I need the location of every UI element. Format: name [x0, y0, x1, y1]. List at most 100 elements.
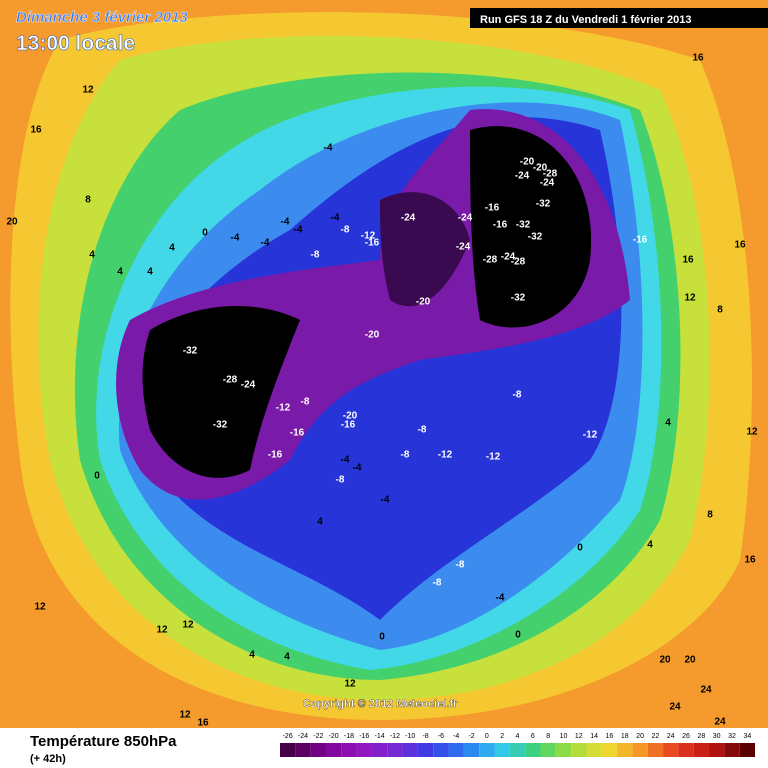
contour-label: -4 — [353, 463, 362, 474]
colorbar-label: -4 — [453, 733, 459, 740]
contour-label: -8 — [418, 425, 427, 436]
contour-label: -12 — [438, 450, 453, 461]
contour-label: 12 — [179, 710, 191, 721]
colorbar-swatch — [601, 743, 618, 757]
contour-label: 24 — [700, 685, 712, 696]
contour-label: -16 — [493, 220, 508, 231]
zone-core-2 — [470, 126, 592, 328]
colorbar-swatch — [387, 743, 403, 757]
colorbar-swatch — [310, 743, 326, 757]
colorbar-label: -2 — [468, 733, 474, 740]
colorbar-label: 0 — [485, 733, 489, 740]
contour-label: -32 — [536, 199, 551, 210]
contour-label: -4 — [381, 495, 390, 506]
contour-label: -32 — [516, 220, 531, 231]
colorbar-label: 14 — [590, 733, 598, 740]
copyright: Copyright © 2012 Meteociel.fr — [303, 698, 459, 710]
contour-label: -32 — [183, 346, 198, 357]
colorbar-label: 26 — [682, 733, 690, 740]
colorbar-label: 22 — [652, 733, 660, 740]
colorbar-swatch — [509, 743, 526, 757]
contour-label: 4 — [169, 243, 175, 254]
contour-label: -4 — [231, 233, 240, 244]
zone-core-3 — [380, 192, 470, 307]
contour-label: 8 — [85, 195, 91, 206]
contour-label: 4 — [249, 650, 255, 661]
contour-label: 4 — [317, 517, 323, 528]
contour-label: -4 — [324, 143, 333, 154]
colorbar-swatch — [647, 743, 664, 757]
contour-label: -16 — [268, 450, 283, 461]
contour-label: -16 — [290, 428, 305, 439]
colorbar-label: 24 — [667, 733, 675, 740]
contour-label: -4 — [496, 593, 505, 604]
contour-label: 4 — [147, 267, 153, 278]
colorbar-swatch — [433, 743, 449, 757]
contour-label: 20 — [6, 217, 18, 228]
contour-label: 12 — [344, 679, 356, 690]
contour-label: -16 — [365, 238, 380, 249]
contour-label: -12 — [361, 231, 376, 242]
colorbar-swatch — [371, 743, 388, 757]
contour-label: -12 — [583, 430, 598, 441]
contour-label: -4 — [341, 455, 350, 466]
contour-label: -12 — [486, 452, 501, 463]
contour-label: 24 — [669, 702, 681, 713]
colorbar-label: -26 — [283, 733, 293, 740]
contour-label: -8 — [513, 390, 522, 401]
colorbar-label: -22 — [313, 733, 323, 740]
contour-label: -8 — [301, 397, 310, 408]
contour-label: 0 — [577, 543, 583, 554]
contour-label: -32 — [213, 420, 228, 431]
colorbar-swatch — [402, 743, 418, 757]
contour-label: 0 — [202, 228, 208, 239]
colorbar-swatch — [417, 743, 434, 757]
time: 13:00 locale — [16, 32, 135, 55]
contour-label: -28 — [483, 255, 498, 266]
contour-label: -8 — [401, 450, 410, 461]
contour-label: 16 — [744, 555, 756, 566]
contour-label: -32 — [528, 232, 543, 243]
colorbar-swatch — [448, 743, 464, 757]
contour-label: -28 — [223, 375, 238, 386]
colorbar-label: -20 — [329, 733, 339, 740]
contour-label: 16 — [734, 240, 746, 251]
contour-label: -24 — [540, 178, 555, 189]
contour-label: 16 — [30, 125, 42, 136]
colorbar-label: 2 — [500, 733, 504, 740]
colorbar-label: -18 — [344, 733, 354, 740]
contour-label: -4 — [294, 225, 303, 236]
colorbar-swatch — [341, 743, 357, 757]
contour-label: -24 — [456, 242, 471, 253]
colorbar-swatch — [295, 743, 311, 757]
contour-label: 16 — [682, 255, 694, 266]
colorbar-swatch — [494, 743, 510, 757]
colorbar-label: 10 — [560, 733, 568, 740]
contour-label: -24 — [401, 213, 416, 224]
colorbar-label: 8 — [546, 733, 550, 740]
colorbar-label: 6 — [531, 733, 535, 740]
contour-label: 12 — [746, 427, 758, 438]
contour-label: 4 — [117, 267, 123, 278]
colorbar-swatch — [555, 743, 572, 757]
contour-label: 4 — [284, 652, 290, 663]
contour-label: -20 — [365, 330, 380, 341]
colorbar-label: -8 — [422, 733, 428, 740]
contour-label: 12 — [82, 85, 94, 96]
contour-label: -20 — [533, 163, 548, 174]
contour-label: -20 — [520, 157, 535, 168]
date: Dimanche 3 février 2013 — [16, 9, 188, 26]
run: Run GFS 18 Z du Vendredi 1 février 2013 — [480, 14, 692, 26]
colorbar-swatch — [540, 743, 556, 757]
contour-label: 4 — [647, 540, 653, 551]
colorbar-swatch — [617, 743, 633, 757]
contour-label: -16 — [485, 203, 500, 214]
contour-label: 0 — [379, 632, 385, 643]
contour-label: 4 — [89, 250, 95, 261]
colorbar-label: 4 — [516, 733, 520, 740]
contour-label: 12 — [684, 293, 696, 304]
colorbar-swatch — [356, 743, 372, 757]
contour-label: -4 — [261, 238, 270, 249]
colorbar-swatch — [463, 743, 480, 757]
